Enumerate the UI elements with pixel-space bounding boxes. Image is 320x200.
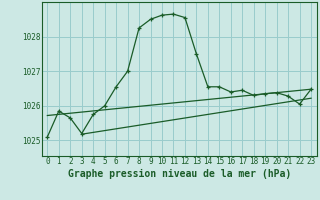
X-axis label: Graphe pression niveau de la mer (hPa): Graphe pression niveau de la mer (hPa) [68, 169, 291, 179]
